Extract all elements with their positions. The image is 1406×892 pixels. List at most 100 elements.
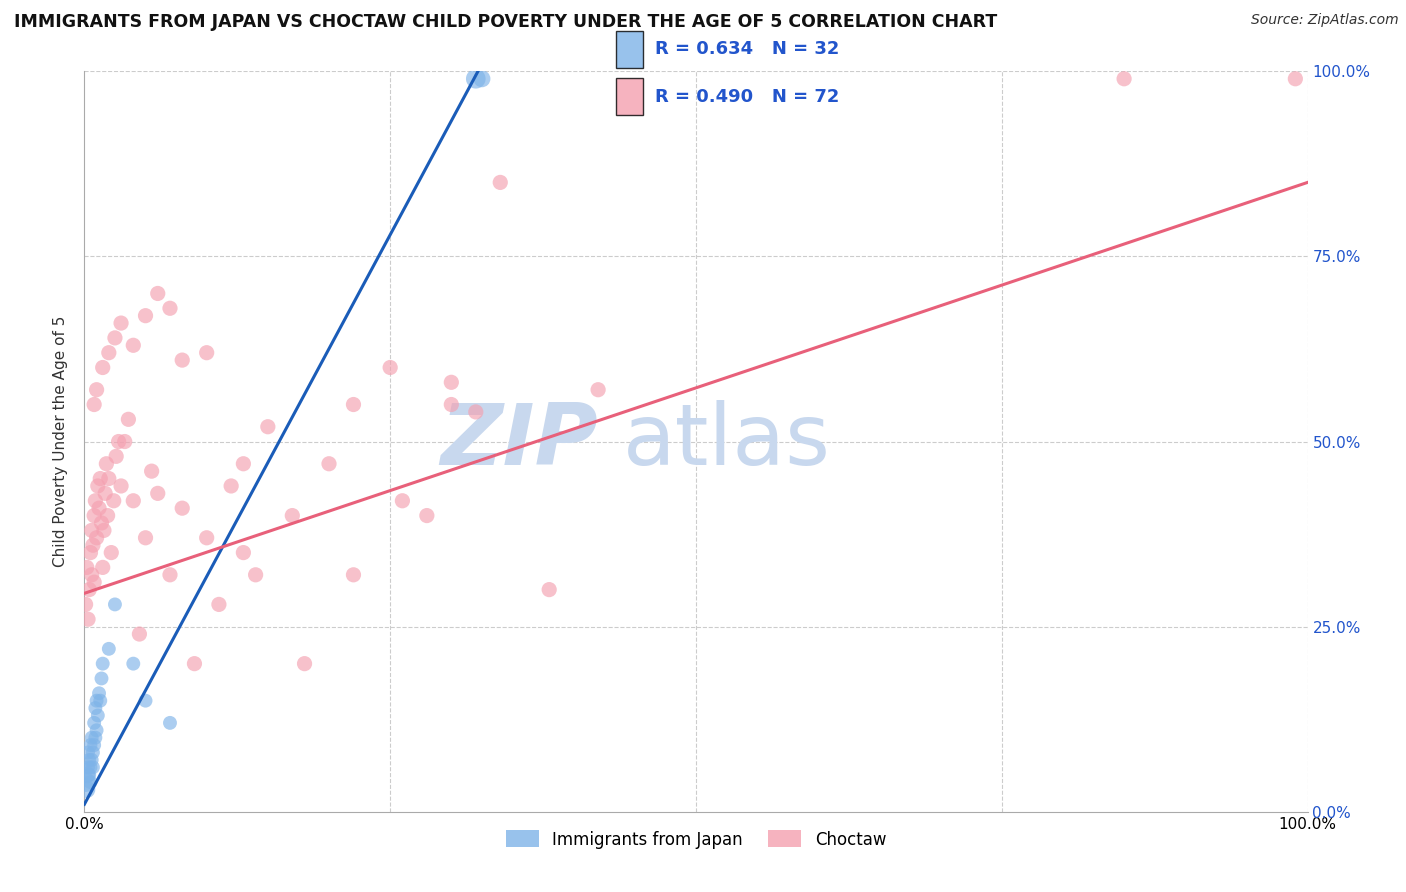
Point (84, 493, 107, 508)
Point (257, 419, 280, 434)
Point (84, 731, 107, 745)
Point (107, 434, 129, 449)
Point (83, 715, 105, 730)
Point (97, 641, 120, 656)
Point (76, 767, 98, 781)
Point (1114, 71, 1136, 86)
Point (93, 524, 115, 538)
Point (391, 493, 413, 508)
Point (1284, 71, 1306, 86)
Point (83, 508, 105, 523)
Point (91, 360, 114, 375)
Point (159, 567, 181, 582)
Point (464, 405, 486, 419)
Y-axis label: Child Poverty Under the Age of 5: Child Poverty Under the Age of 5 (53, 316, 69, 567)
Point (100, 546, 122, 560)
Point (318, 457, 340, 471)
Point (135, 531, 157, 545)
Point (342, 567, 364, 582)
Legend: Immigrants from Japan, Choctaw: Immigrants from Japan, Choctaw (499, 823, 893, 855)
Point (195, 345, 218, 359)
Point (87, 479, 110, 493)
Point (416, 508, 439, 523)
Point (91, 560, 114, 574)
Point (75, 775, 97, 789)
Point (342, 398, 364, 412)
Point (80, 524, 103, 538)
Point (183, 657, 205, 671)
Text: Source: ZipAtlas.com: Source: ZipAtlas.com (1251, 13, 1399, 28)
Point (94, 486, 117, 500)
Point (135, 309, 157, 323)
Point (77, 582, 100, 597)
Point (128, 627, 150, 641)
Point (89, 471, 111, 485)
Point (86, 531, 108, 545)
Point (79, 760, 101, 774)
Point (117, 412, 139, 426)
Point (75, 598, 97, 612)
Point (77, 767, 100, 781)
FancyBboxPatch shape (616, 30, 643, 68)
Point (79, 546, 101, 560)
Point (87, 708, 110, 723)
Point (208, 598, 231, 612)
Point (586, 383, 609, 397)
Point (232, 546, 254, 560)
Point (114, 434, 136, 449)
Point (110, 479, 132, 493)
Point (91, 657, 114, 671)
Point (538, 582, 561, 597)
Point (89, 694, 111, 708)
Point (122, 657, 145, 671)
Point (77, 760, 100, 774)
Point (82, 538, 104, 552)
Point (380, 360, 402, 375)
Point (122, 493, 145, 508)
Point (104, 598, 127, 612)
Point (84, 701, 107, 715)
Point (245, 567, 267, 582)
Point (83, 398, 105, 412)
Point (294, 657, 316, 671)
Text: ZIP: ZIP (440, 400, 598, 483)
Point (232, 457, 254, 471)
Point (79, 738, 101, 752)
Point (489, 175, 512, 190)
Point (110, 316, 132, 330)
Point (87, 686, 110, 700)
Point (172, 501, 194, 516)
Point (471, 71, 494, 86)
Point (86, 383, 108, 397)
Text: IMMIGRANTS FROM JAPAN VS CHOCTAW CHILD POVERTY UNDER THE AGE OF 5 CORRELATION CH: IMMIGRANTS FROM JAPAN VS CHOCTAW CHILD P… (14, 13, 997, 31)
Point (135, 694, 157, 708)
Point (79, 775, 101, 789)
Text: atlas: atlas (623, 400, 831, 483)
Point (122, 338, 145, 352)
Point (82, 746, 104, 760)
Point (103, 493, 125, 508)
Point (105, 450, 128, 464)
Point (80, 567, 103, 582)
Point (141, 464, 163, 478)
Point (83, 738, 105, 752)
Point (464, 71, 486, 86)
Point (281, 508, 304, 523)
Point (77, 753, 100, 767)
Point (159, 301, 181, 316)
Point (76, 560, 98, 574)
Point (440, 398, 463, 412)
Text: R = 0.490   N = 72: R = 0.490 N = 72 (655, 88, 839, 106)
Point (76, 782, 98, 797)
Point (97, 471, 120, 485)
Point (82, 760, 104, 774)
Point (146, 486, 169, 500)
Point (86, 723, 108, 738)
Point (172, 353, 194, 368)
FancyBboxPatch shape (616, 78, 643, 115)
Point (80, 731, 103, 745)
Point (195, 531, 218, 545)
Point (80, 753, 103, 767)
Text: R = 0.634   N = 32: R = 0.634 N = 32 (655, 40, 839, 58)
Point (90, 516, 112, 530)
